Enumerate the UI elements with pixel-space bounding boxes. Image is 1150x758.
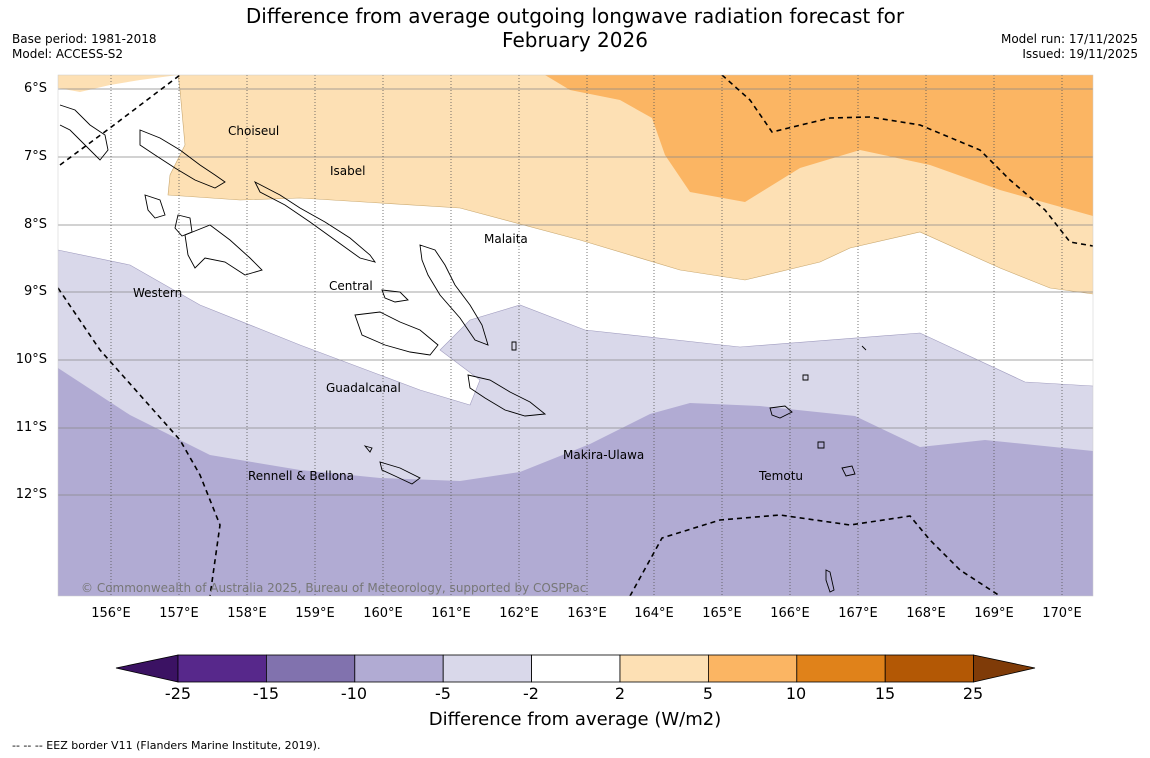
- lat-label-8s: 8°S: [23, 217, 47, 232]
- lon-label-170e: 170°E: [1042, 606, 1082, 621]
- island-rennell: [379, 461, 421, 485]
- colorbar-tick-25: 25: [962, 684, 984, 703]
- island-reef: [802, 374, 809, 381]
- lon-label-164e: 164°E: [634, 606, 674, 621]
- colorbar-swatch-1: [177, 654, 267, 683]
- colorbar-tick-2: 2: [614, 684, 626, 703]
- label-isabel: Isabel: [330, 164, 365, 178]
- issued-date: Issued: 19/11/2025: [1022, 47, 1138, 61]
- label-central: Central: [329, 279, 373, 293]
- eez-line-west: [58, 287, 221, 596]
- island-bougainville: [59, 104, 109, 161]
- island-makira: [467, 374, 547, 417]
- band-minus10-minus5: [58, 368, 1093, 596]
- colorbar-tick-minus2: -2: [523, 684, 539, 703]
- eez-borders: [58, 75, 1093, 596]
- island-duff: [861, 345, 867, 351]
- map-frame: [57, 74, 1094, 597]
- band-5-10: [545, 75, 1093, 216]
- meta-left: Base period: 1981-2018 Model: ACCESS-S2: [12, 32, 157, 62]
- island-bellona: [363, 445, 373, 453]
- colorbar-tick-minus10: -10: [340, 684, 368, 703]
- colorbar-swatch-7: [708, 654, 798, 683]
- island-vanikoro: [841, 465, 856, 477]
- island-ulawa: [511, 341, 517, 351]
- eez-line-nw: [59, 75, 181, 166]
- island-new-georgia: [184, 224, 263, 276]
- lat-label-6s: 6°S: [23, 81, 47, 96]
- colorbar-tick-minus15: -15: [252, 684, 280, 703]
- title-line-2: February 2026: [502, 28, 648, 52]
- label-rennell-bellona: Rennell & Bellona: [248, 469, 354, 483]
- colorbar-swatch-6: [619, 654, 709, 683]
- lon-label-166e: 166°E: [770, 606, 810, 621]
- lon-label-158e: 158°E: [227, 606, 267, 621]
- colorbar-swatch-4: [442, 654, 533, 683]
- title-line-1: Difference from average outgoing longwav…: [245, 4, 905, 28]
- colorbar-swatch-2: [265, 654, 356, 683]
- lon-label-157e: 157°E: [159, 606, 199, 621]
- lon-label-160e: 160°E: [363, 606, 403, 621]
- map-fill-layer: Choiseul Isabel Malaita Western Central …: [58, 75, 1093, 596]
- colorbar-tick-5: 5: [702, 684, 714, 703]
- colorbar-tick-minus25: -25: [164, 684, 192, 703]
- colorbar-swatch-5: [531, 654, 621, 683]
- copyright-text: © Commonwealth of Australia 2025, Bureau…: [81, 581, 586, 595]
- chart-title: Difference from average outgoing longwav…: [0, 4, 1150, 52]
- colorbar: [115, 654, 1036, 683]
- lat-label-11s: 11°S: [15, 420, 47, 435]
- contour-minus2: [58, 249, 1093, 406]
- label-western: Western: [133, 286, 182, 300]
- coastlines: [59, 104, 867, 593]
- colorbar-swatch-8: [796, 654, 886, 683]
- contour-2: [167, 75, 1093, 295]
- meta-right: Model run: 17/11/2025 Issued: 19/11/2025: [1001, 32, 1138, 62]
- lon-label-165e: 165°E: [702, 606, 742, 621]
- region-labels: Choiseul Isabel Malaita Western Central …: [133, 124, 803, 483]
- base-period: Base period: 1981-2018: [12, 32, 157, 46]
- colorbar-swatch-3: [354, 654, 444, 683]
- eez-line-south: [629, 514, 1001, 596]
- lat-label-7s: 7°S: [23, 149, 47, 164]
- island-malaita: [419, 244, 489, 346]
- grid-lat-lines: [58, 88, 1093, 496]
- eez-footnote: -- -- -- EEZ border V11 (Flanders Marine…: [12, 739, 321, 752]
- colorbar-extend-high: [973, 654, 1036, 683]
- label-guadalcanal: Guadalcanal: [326, 381, 401, 395]
- lon-label-161e: 161°E: [431, 606, 471, 621]
- lat-label-12s: 12°S: [15, 487, 47, 502]
- island-santa-cruz: [769, 405, 793, 419]
- lat-label-10s: 10°S: [15, 352, 47, 367]
- eez-line-ne: [721, 75, 1093, 247]
- label-makira-ulawa: Makira-Ulawa: [563, 448, 644, 462]
- colorbar-tick-minus5: -5: [435, 684, 451, 703]
- island-choiseul: [139, 129, 226, 189]
- lon-label-156e: 156°E: [91, 606, 131, 621]
- lon-label-163e: 163°E: [567, 606, 607, 621]
- lat-label-9s: 9°S: [23, 284, 47, 299]
- lon-label-162e: 162°E: [499, 606, 539, 621]
- model-run: Model run: 17/11/2025: [1000, 32, 1138, 46]
- island-vanuatu-north: [825, 569, 835, 593]
- band-2-5-nw: [58, 75, 178, 92]
- island-florida: [381, 289, 409, 303]
- model-name: Model: ACCESS-S2: [12, 47, 124, 61]
- island-utupua: [817, 441, 825, 449]
- label-choiseul: Choiseul: [228, 124, 279, 138]
- label-temotu: Temotu: [758, 469, 803, 483]
- lon-label-168e: 168°E: [906, 606, 946, 621]
- colorbar-extend-low: [115, 654, 179, 683]
- lon-label-159e: 159°E: [295, 606, 335, 621]
- lon-label-167e: 167°E: [838, 606, 878, 621]
- island-guadalcanal: [354, 311, 439, 356]
- island-isabel: [253, 180, 377, 263]
- colorbar-swatch-9: [884, 654, 975, 683]
- island-vella-lavella: [144, 194, 166, 219]
- colorbar-title: Difference from average (W/m2): [428, 709, 722, 730]
- label-malaita: Malaita: [484, 232, 528, 246]
- colorbar-tick-10: 10: [785, 684, 807, 703]
- colorbar-tick-15: 15: [874, 684, 896, 703]
- lon-label-169e: 169°E: [974, 606, 1014, 621]
